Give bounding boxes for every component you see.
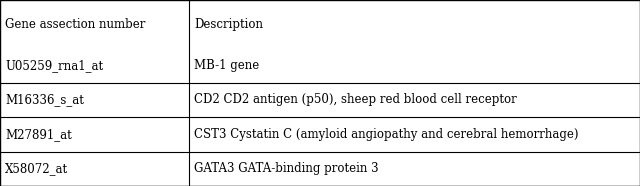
Text: CD2 CD2 antigen (p50), sheep red blood cell receptor: CD2 CD2 antigen (p50), sheep red blood c… xyxy=(194,94,516,106)
Text: X58072_at: X58072_at xyxy=(5,162,68,175)
Text: MB-1 gene: MB-1 gene xyxy=(194,59,259,72)
Text: Description: Description xyxy=(194,18,263,31)
Text: M27891_at: M27891_at xyxy=(5,128,72,141)
Text: U05259_rna1_at: U05259_rna1_at xyxy=(5,59,103,72)
Text: CST3 Cystatin C (amyloid angiopathy and cerebral hemorrhage): CST3 Cystatin C (amyloid angiopathy and … xyxy=(194,128,579,141)
Text: M16336_s_at: M16336_s_at xyxy=(5,94,84,106)
Text: Gene assection number: Gene assection number xyxy=(5,18,145,31)
Text: GATA3 GATA-binding protein 3: GATA3 GATA-binding protein 3 xyxy=(194,162,378,175)
